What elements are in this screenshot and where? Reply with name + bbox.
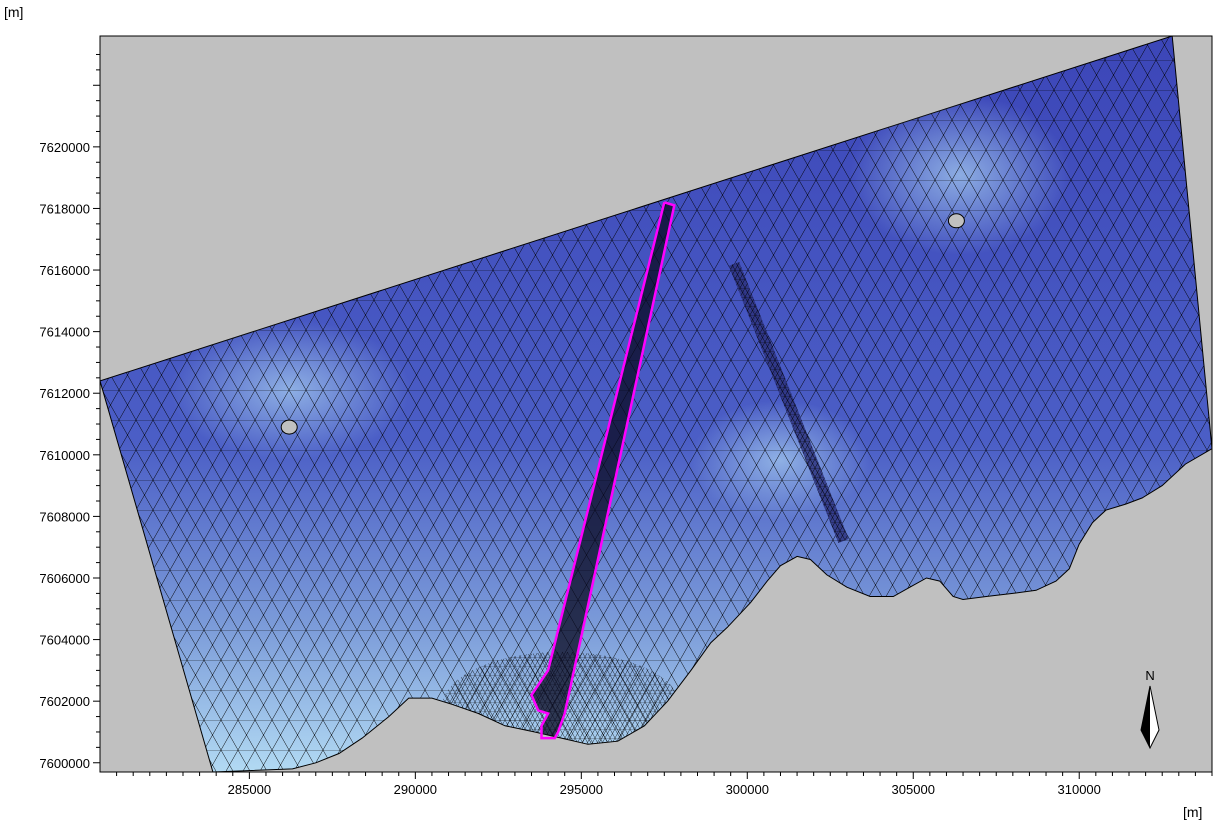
y-tick-label: 7616000 xyxy=(39,263,90,278)
islands xyxy=(280,213,965,435)
plot-frame xyxy=(99,35,1213,773)
x-tick-label: 295000 xyxy=(560,782,603,797)
y-tick-label: 7602000 xyxy=(39,694,90,709)
channel-dark-fill xyxy=(531,202,675,739)
y-axis-unit: [m] xyxy=(4,4,24,20)
y-tick-label: 7614000 xyxy=(39,325,90,340)
dredged-trench-mesh xyxy=(728,261,849,544)
y-tick-label: 7610000 xyxy=(39,448,90,463)
x-tick-label: 310000 xyxy=(1058,782,1101,797)
y-tick-label: 7604000 xyxy=(39,633,90,648)
y-tick-label: 7608000 xyxy=(39,509,90,524)
north-arrow: N xyxy=(1140,668,1160,750)
y-tick-label: 7612000 xyxy=(39,386,90,401)
north-arrow-label: N xyxy=(1145,668,1154,683)
island-1 xyxy=(280,419,298,435)
x-tick-label: 285000 xyxy=(228,782,271,797)
y-tick-label: 7600000 xyxy=(39,756,90,771)
x-axis-unit: [m] xyxy=(1183,804,1203,820)
x-tick-label: 290000 xyxy=(394,782,437,797)
y-tick-label: 7606000 xyxy=(39,571,90,586)
island-2 xyxy=(947,213,965,229)
x-tick-label: 305000 xyxy=(892,782,935,797)
x-tick-label: 300000 xyxy=(726,782,769,797)
x-axis: 285000 290000 295000 300000 305000 310000 xyxy=(116,772,1213,797)
y-tick-label: 7618000 xyxy=(39,201,90,216)
channel-outline xyxy=(530,201,676,740)
y-tick-label: 7620000 xyxy=(39,140,90,155)
y-axis: 7600000 7602000 7604000 7606000 7608000 76100… xyxy=(39,53,100,771)
